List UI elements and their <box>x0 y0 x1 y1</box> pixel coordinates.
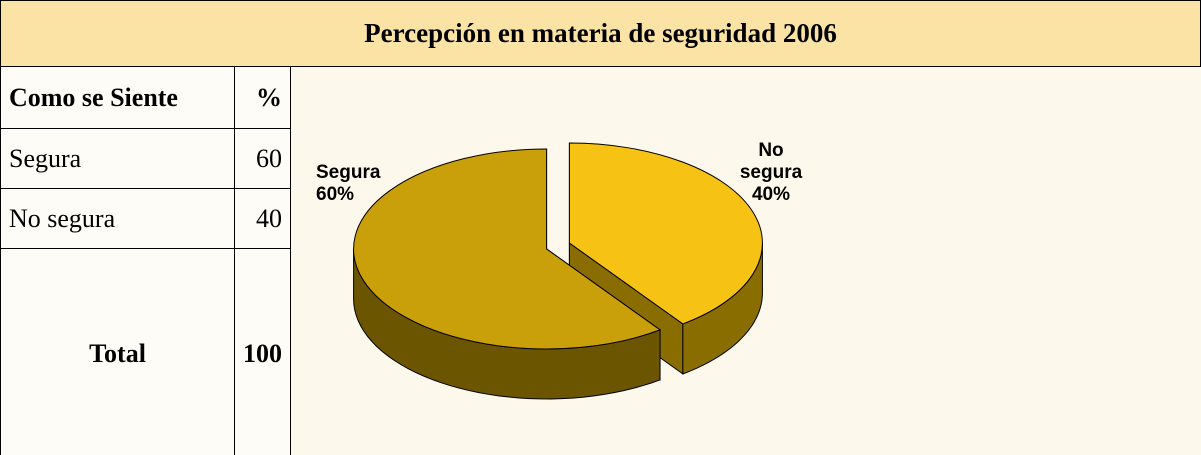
cell: Segura <box>0 128 235 189</box>
slice-category: No segura <box>739 140 803 183</box>
slice-value-label: 40% <box>751 184 791 205</box>
page-title: Percepción en materia de seguridad 2006 <box>0 0 1201 67</box>
header-cell: % <box>234 66 291 129</box>
slice-category: Segura <box>316 162 381 183</box>
cell: 60 <box>234 128 291 189</box>
cell: No segura <box>0 188 235 249</box>
slice-value-label: 60% <box>316 184 355 205</box>
pie-chart <box>353 142 763 400</box>
total-value: 100 <box>234 248 291 455</box>
data-table: Como se Siente % Segura 60 No segura 40 … <box>0 66 291 455</box>
cell: 40 <box>234 188 291 249</box>
pie-slice <box>353 148 662 350</box>
total-label: Total <box>0 248 235 455</box>
slice-label: No segura 40% <box>726 140 816 206</box>
slice-label: Segura 60% <box>316 162 380 206</box>
header-cell: Como se Siente <box>0 66 235 129</box>
pie-slice <box>568 142 763 325</box>
